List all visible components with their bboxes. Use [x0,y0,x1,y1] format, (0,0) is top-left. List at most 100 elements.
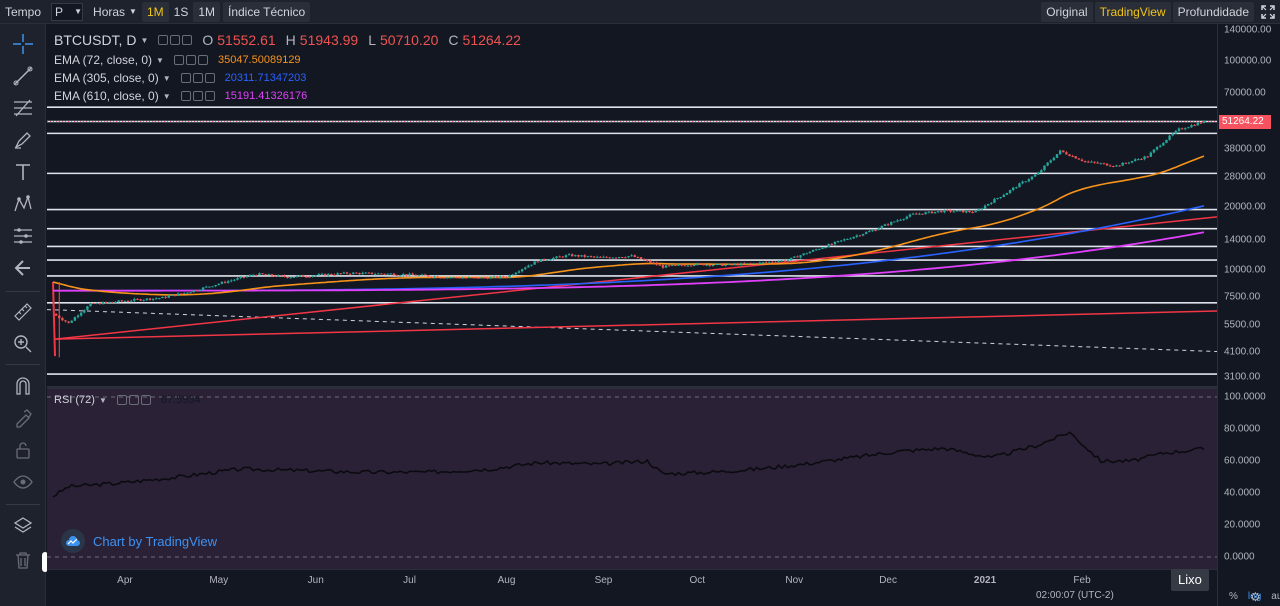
ema610-value: 15191.41326176 [224,90,308,102]
candle-body [211,286,214,288]
time-axis[interactable]: Apr May Jun Jul Aug Sep Oct Nov Dec 2021 Feb [47,569,1217,606]
candle-body [611,257,615,259]
candle-body [1159,145,1162,147]
candle-body [79,312,83,316]
text-tool-icon[interactable] [11,160,35,184]
visibility-icon[interactable] [173,55,184,65]
rsi-pane[interactable] [47,389,1217,574]
time-axis-label: Feb [1073,575,1091,586]
symbol-title[interactable]: BTCUSDT, D [54,32,137,48]
top-toolbar: Tempo P ▼ Horas ▼ 1M 1S 1M Índice Técnico … [0,0,1280,24]
visibility-icon[interactable] [158,35,169,45]
trash-icon[interactable] [11,548,35,572]
candle-body [843,239,846,241]
pattern-icon[interactable] [11,192,35,216]
lock-icon[interactable] [11,438,35,462]
chevron-down-icon[interactable]: ▼ [98,395,107,405]
view-tradingview-button[interactable]: TradingView [1094,2,1171,22]
settings-icon[interactable] [192,91,203,101]
timeframe-1mo-button[interactable]: 1M [193,1,220,22]
candle-body [527,265,530,268]
fib-retracement-icon[interactable] [11,96,35,120]
chevron-down-icon[interactable]: ▼ [140,35,149,45]
ema610-label[interactable]: EMA (610, close, 0) [54,89,159,103]
visibility-icon[interactable] [180,73,191,83]
ruler-icon[interactable] [11,300,35,324]
eye-icon[interactable] [11,470,35,494]
legend-controls[interactable] [158,35,193,45]
candle-body [658,264,661,266]
timeframe-1m-button[interactable]: 1M [141,1,169,22]
ema72-label[interactable]: EMA (72, close, 0) [54,53,153,67]
interval-select[interactable]: Horas ▼ [88,2,142,22]
crosshair-icon[interactable] [11,32,35,56]
view-original-button[interactable]: Original [1041,2,1093,22]
visibility-icon[interactable] [116,395,127,405]
layers-icon[interactable] [11,514,35,538]
candle-body [1093,161,1096,163]
settings-icon[interactable] [185,55,196,65]
chevron-down-icon[interactable]: ▼ [156,55,164,65]
legend-controls[interactable] [173,55,208,65]
legend-controls[interactable] [116,395,151,405]
candle-body [455,276,458,278]
legend-controls[interactable] [180,91,215,101]
close-icon[interactable] [204,73,215,83]
arrow-left-icon[interactable] [11,256,35,280]
candle-body [608,257,611,259]
timeframe-1s-button[interactable]: 1S [173,4,189,19]
candle-body [680,264,683,266]
close-icon[interactable] [182,35,193,45]
candle-body [276,275,280,277]
candle-body [495,276,499,278]
prediction-icon[interactable] [11,224,35,248]
candle-body [167,295,170,298]
draw-lock-icon[interactable] [11,406,35,430]
candle-body [1112,166,1115,168]
symbol-select[interactable]: P ▼ [46,2,88,22]
legend-controls[interactable] [180,73,215,83]
fullscreen-icon[interactable] [1256,2,1280,22]
candle-body [921,213,924,215]
candle-body [1146,156,1149,158]
toolbar-divider [6,364,40,365]
percent-scale-button[interactable]: % [1229,590,1238,602]
candle-body [430,276,433,278]
trendline-icon[interactable] [11,64,35,88]
auto-scale-button[interactable]: auto [1271,590,1280,602]
candle-body [208,286,211,288]
pane-separator[interactable] [47,386,1217,389]
view-depth-button[interactable]: Profundidade [1172,2,1254,22]
chevron-down-icon[interactable]: ▼ [162,91,171,101]
brush-icon[interactable] [11,128,35,152]
ema305-label[interactable]: EMA (305, close, 0) [54,71,159,85]
gear-icon[interactable]: ⚙ [1250,590,1261,604]
rsi-label[interactable]: RSI (72) [54,394,95,406]
close-icon[interactable] [140,395,151,405]
settings-icon[interactable] [128,395,139,405]
chart-area[interactable]: Apr May Jun Jul Aug Sep Oct Nov Dec 2021 Feb BTCUS… [46,24,1218,606]
candle-body [692,265,696,267]
close-icon[interactable] [197,55,208,65]
visibility-icon[interactable] [180,91,191,101]
toolbar-scroll-handle[interactable] [42,552,48,572]
candle-body [1108,165,1112,167]
tradingview-watermark[interactable]: Chart by TradingView [61,529,217,553]
settings-icon[interactable] [170,35,181,45]
settings-icon[interactable] [192,73,203,83]
candle-body [661,265,665,268]
zoom-in-icon[interactable] [11,332,35,356]
log-scale-button[interactable]: log [1247,590,1262,602]
technical-index-button[interactable]: Índice Técnico [223,1,311,22]
clock[interactable]: 02:00:07 (UTC-2) [1036,590,1114,601]
price-axis[interactable]: 51264.22 140000.00 100000.00 70000.00 38000… [1217,24,1280,606]
axis-footer: % log auto [1217,586,1280,606]
close-icon[interactable] [204,91,215,101]
price-pane[interactable] [46,24,1218,386]
candle-body [336,273,339,275]
chevron-down-icon[interactable]: ▼ [162,73,171,83]
magnet-icon[interactable] [11,374,35,398]
candle-body [764,262,768,264]
candle-body [786,260,790,262]
candle-body [233,279,236,281]
